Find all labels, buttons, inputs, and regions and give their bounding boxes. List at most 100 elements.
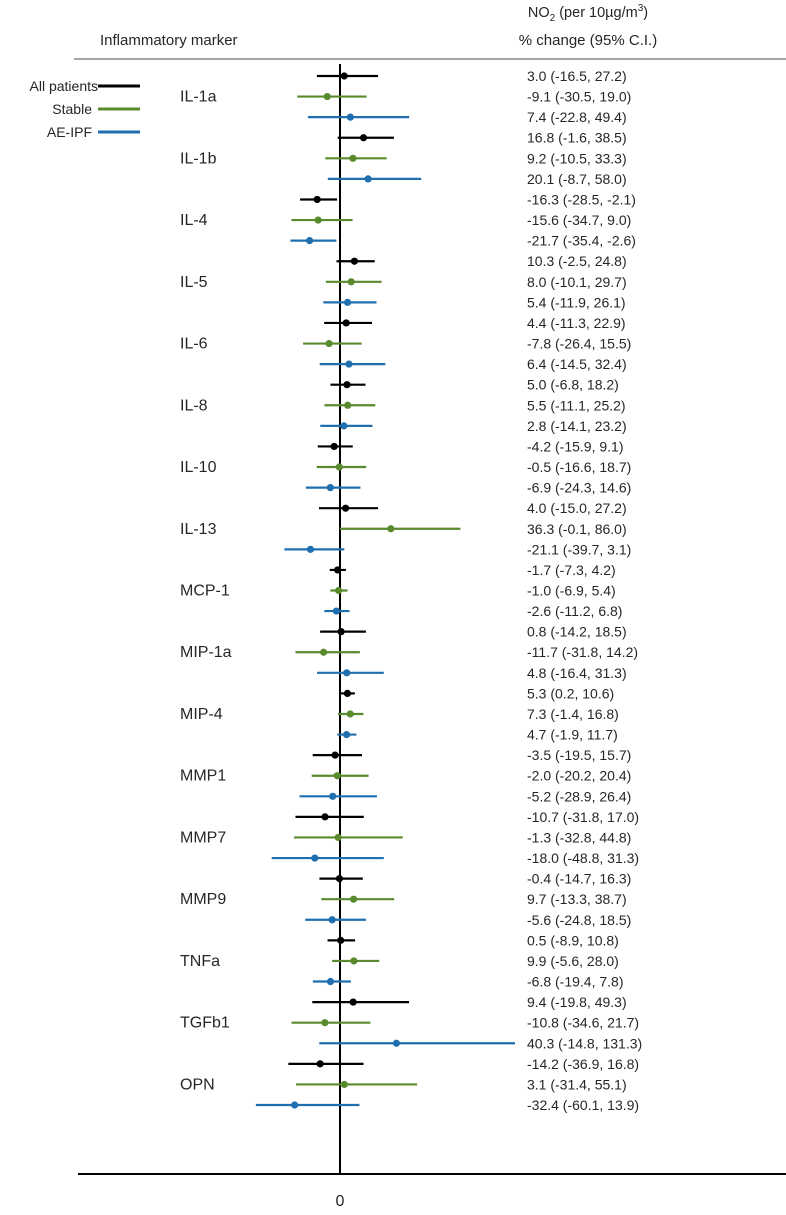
marker-label: MMP9 [180,891,226,908]
point-estimate [340,422,348,430]
estimate-text: 4.8 (-16.4, 31.3) [527,665,627,681]
point-estimate [326,977,335,986]
point-estimate [343,689,352,698]
point-estimate [350,957,358,965]
estimate-text: -0.4 (-14.7, 16.3) [527,871,631,887]
point-estimate [343,381,351,389]
point-estimate [349,895,358,903]
marker-label: MMP1 [180,768,226,785]
marker-label: TGFb1 [180,1015,230,1032]
point-estimate [335,463,343,471]
estimate-text: -10.7 (-31.8, 17.0) [527,809,639,825]
estimate-text: -5.6 (-24.8, 18.5) [527,912,631,928]
header-exposure-middle: (per 10µg/m [555,5,638,21]
point-estimate [335,586,343,595]
point-estimate [306,237,314,245]
point-estimate [330,442,338,451]
estimate-text: -9.1 (-30.5, 19.0) [527,89,631,105]
point-estimate [343,669,351,677]
point-estimate [387,525,395,533]
point-estimate [340,1080,348,1089]
point-estimate [291,1101,299,1109]
marker-label: TNFa [180,953,220,970]
estimate-text: -2.6 (-11.2, 6.8) [527,603,622,619]
estimate-text: 2.8 (-14.1, 23.2) [527,418,627,434]
estimate-text: -14.2 (-36.9, 16.8) [527,1056,639,1072]
estimate-text: -1.0 (-6.9, 5.4) [527,583,616,599]
point-estimate [359,134,368,142]
estimate-text: -10.8 (-34.6, 21.7) [527,1015,639,1031]
point-estimate [344,401,352,409]
plot-layer: 0 All patients Stable AE-IPF IL-1a 3.0 (-16.5… [30,64,786,1210]
estimate-text: -11.7 (-31.8, 14.2) [527,644,638,660]
marker-label: IL-10 [180,459,217,476]
marker-label: IL-8 [180,397,208,414]
header-marker-label: Inflammatory marker [100,32,238,49]
point-estimate [337,628,345,636]
marker-label: IL-6 [180,336,208,353]
header-exposure-prefix: NO [528,5,550,21]
point-estimate [329,792,337,800]
estimate-text: -6.8 (-19.4, 7.8) [527,974,624,990]
estimate-text: 3.1 (-31.4, 55.1) [527,1076,627,1092]
marker-label: MCP-1 [180,583,230,600]
point-estimate [331,751,339,759]
estimate-text: 5.4 (-11.9, 26.1) [527,294,626,310]
estimate-text: 8.0 (-10.1, 29.7) [527,274,627,290]
estimate-text: 7.3 (-1.4, 16.8) [527,706,619,722]
estimate-text: -21.7 (-35.4, -2.6) [527,233,636,249]
estimate-text: -4.2 (-15.9, 9.1) [527,438,624,454]
estimate-text: 40.3 (-14.8, 131.3) [527,1035,642,1051]
estimate-text: -7.8 (-26.4, 15.5) [527,336,631,352]
header-exposure-subscript: 2 [550,13,556,24]
marker-label: MIP-1a [180,644,232,661]
point-estimate [337,936,345,944]
point-estimate [346,710,354,718]
estimate-text: -1.3 (-32.8, 44.8) [527,829,631,845]
legend-label: AE-IPF [47,124,92,140]
point-estimate [349,154,357,162]
estimate-text: -15.6 (-34.7, 9.0) [527,212,631,228]
point-estimate [342,319,350,327]
point-estimate [392,1039,401,1047]
x-tick-label: 0 [336,1193,345,1210]
point-estimate [350,257,359,265]
estimate-text: 4.4 (-11.3, 22.9) [527,315,626,331]
point-estimate [314,216,322,224]
estimate-text: 0.5 (-8.9, 10.8) [527,932,619,948]
estimate-text: 9.4 (-19.8, 49.3) [527,994,627,1010]
point-estimate [323,92,331,101]
estimate-text: 4.0 (-15.0, 27.2) [527,500,627,516]
point-estimate [334,833,342,842]
point-estimate [334,566,342,574]
estimate-text: 5.0 (-6.8, 18.2) [527,377,619,393]
marker-label: MMP7 [180,829,226,846]
point-estimate [345,360,353,368]
point-estimate [316,1060,324,1068]
estimate-text: 0.8 (-14.2, 18.5) [527,624,627,640]
point-estimate [320,648,328,656]
estimate-text: 10.3 (-2.5, 24.8) [527,253,627,269]
estimate-text: -2.0 (-20.2, 20.4) [527,768,631,784]
point-estimate [313,195,321,204]
estimate-text: -16.3 (-28.5, -2.1) [527,191,636,207]
estimate-text: -32.4 (-60.1, 13.9) [527,1097,639,1113]
point-estimate [342,730,351,739]
header-exposure-suffix: ) [643,5,648,21]
point-estimate [340,72,348,80]
estimate-text: -3.5 (-19.5, 15.7) [527,747,631,763]
estimate-text: -6.9 (-24.3, 14.6) [527,480,631,496]
point-estimate [347,278,355,286]
estimate-text: 36.3 (-0.1, 86.0) [527,521,627,537]
marker-label: IL-1b [180,150,217,167]
estimate-text: 5.5 (-11.1, 25.2) [527,397,626,413]
point-estimate [346,113,354,121]
marker-label: IL-4 [180,212,208,229]
point-estimate [333,772,341,780]
estimate-text: 16.8 (-1.6, 38.5) [527,130,627,146]
estimate-text: 7.4 (-22.8, 49.4) [527,109,627,125]
estimate-text: -0.5 (-16.6, 18.7) [527,459,631,475]
estimate-text: 5.3 (0.2, 10.6) [527,685,614,701]
